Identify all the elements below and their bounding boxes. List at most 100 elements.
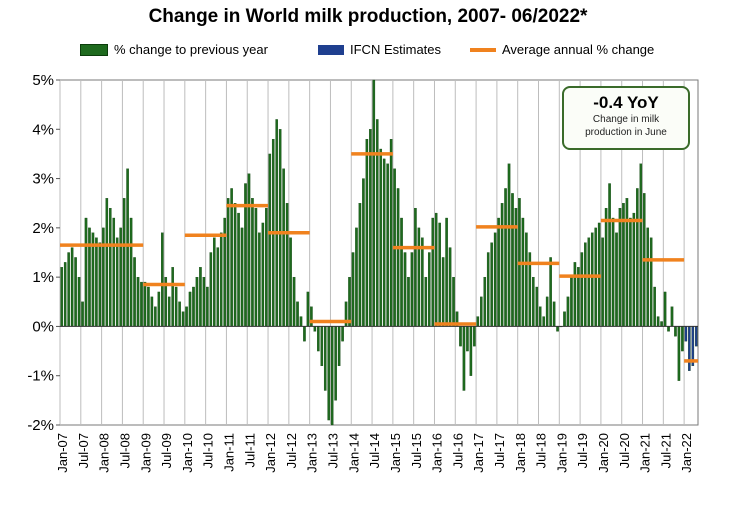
bar bbox=[663, 291, 667, 327]
x-tick-label: Jul-12 bbox=[284, 433, 299, 468]
bar bbox=[601, 237, 604, 327]
bar bbox=[112, 217, 116, 327]
x-tick-label: Jan-15 bbox=[388, 433, 403, 473]
bar bbox=[431, 217, 435, 327]
x-tick-label: Jul-07 bbox=[76, 433, 91, 468]
bar bbox=[351, 252, 355, 327]
bar bbox=[469, 326, 473, 376]
bar bbox=[216, 247, 220, 327]
bar bbox=[452, 276, 455, 327]
bar bbox=[584, 242, 587, 327]
y-tick-label: 1% bbox=[32, 269, 54, 286]
bar bbox=[355, 227, 358, 327]
bar bbox=[500, 203, 504, 327]
y-tick-label: 4% bbox=[32, 121, 54, 138]
bar bbox=[386, 163, 389, 327]
bar bbox=[427, 252, 431, 327]
x-tick-label: Jan-21 bbox=[638, 433, 653, 473]
bar bbox=[188, 291, 192, 327]
bar bbox=[511, 193, 514, 327]
bar bbox=[143, 281, 147, 327]
x-tick-label: Jan-13 bbox=[305, 433, 320, 473]
bar bbox=[681, 326, 684, 352]
bar bbox=[434, 212, 438, 327]
bar bbox=[337, 326, 341, 367]
bar bbox=[140, 281, 143, 327]
bar bbox=[60, 267, 64, 327]
bar bbox=[195, 276, 199, 327]
bar bbox=[129, 217, 133, 327]
bar bbox=[226, 198, 230, 327]
x-tick-label: Jan-10 bbox=[180, 433, 195, 473]
x-tick-label: Jan-20 bbox=[596, 433, 611, 473]
bar bbox=[532, 276, 535, 327]
bar bbox=[611, 217, 615, 327]
bar bbox=[473, 326, 476, 347]
bar bbox=[185, 306, 188, 327]
x-tick-label: Jul-17 bbox=[492, 433, 507, 468]
chart-title: Change in World milk production, 2007- 0… bbox=[148, 6, 588, 27]
bar bbox=[213, 237, 216, 327]
bar bbox=[115, 237, 119, 327]
bar bbox=[618, 207, 622, 327]
x-tick-label: Jan-14 bbox=[346, 433, 361, 473]
bar bbox=[632, 212, 636, 327]
bar bbox=[358, 203, 362, 327]
bar bbox=[660, 321, 663, 327]
x-tick-label: Jan-17 bbox=[471, 433, 486, 473]
bar bbox=[323, 326, 327, 391]
x-tick-label: Jul-13 bbox=[326, 433, 341, 468]
bar bbox=[261, 222, 265, 327]
bar bbox=[98, 242, 102, 327]
bar bbox=[507, 163, 511, 327]
bar bbox=[615, 232, 618, 327]
bar bbox=[237, 212, 240, 327]
bar bbox=[375, 119, 379, 327]
bar bbox=[566, 296, 570, 327]
estimate-bar bbox=[684, 326, 688, 342]
bar bbox=[587, 237, 591, 327]
bar bbox=[289, 237, 292, 327]
bar bbox=[70, 247, 74, 327]
legend-item-estimates: IFCN Estimates bbox=[318, 42, 441, 57]
bar bbox=[268, 153, 272, 327]
bar bbox=[556, 326, 559, 332]
x-tick-label: Jan-07 bbox=[55, 433, 70, 473]
bar bbox=[88, 227, 91, 327]
bar bbox=[251, 198, 254, 327]
callout-box: -0.4 YoY Change in milk production in Ju… bbox=[562, 86, 690, 150]
bar bbox=[372, 79, 376, 327]
bar bbox=[480, 296, 483, 327]
bar bbox=[441, 257, 445, 327]
chart-legend: % change to previous year IFCN Estimates… bbox=[0, 42, 736, 62]
bar bbox=[466, 326, 469, 352]
x-tick-label: Jan-09 bbox=[138, 433, 153, 473]
bar bbox=[365, 138, 369, 327]
bar bbox=[459, 326, 462, 347]
bar bbox=[278, 129, 282, 327]
bar bbox=[126, 168, 129, 327]
bar bbox=[306, 291, 310, 327]
bar bbox=[570, 276, 573, 327]
x-tick-label: Jul-20 bbox=[617, 433, 632, 468]
bar bbox=[84, 217, 88, 327]
bar bbox=[667, 326, 670, 332]
bar bbox=[639, 163, 643, 327]
bar bbox=[275, 119, 278, 327]
bar bbox=[317, 326, 320, 352]
bar bbox=[504, 188, 507, 327]
bar bbox=[493, 232, 497, 327]
bar bbox=[629, 217, 632, 327]
bar bbox=[552, 301, 556, 327]
bar bbox=[421, 237, 424, 327]
bar bbox=[369, 129, 372, 327]
x-tick-label: Jul-21 bbox=[658, 433, 673, 468]
bar bbox=[154, 306, 157, 327]
bar bbox=[77, 276, 81, 327]
bar bbox=[265, 207, 268, 327]
bar bbox=[247, 173, 251, 327]
y-tick-label: -1% bbox=[27, 368, 54, 385]
bar bbox=[330, 326, 334, 426]
y-tick-label: -2% bbox=[27, 417, 54, 434]
y-tick-label: 0% bbox=[32, 318, 54, 335]
